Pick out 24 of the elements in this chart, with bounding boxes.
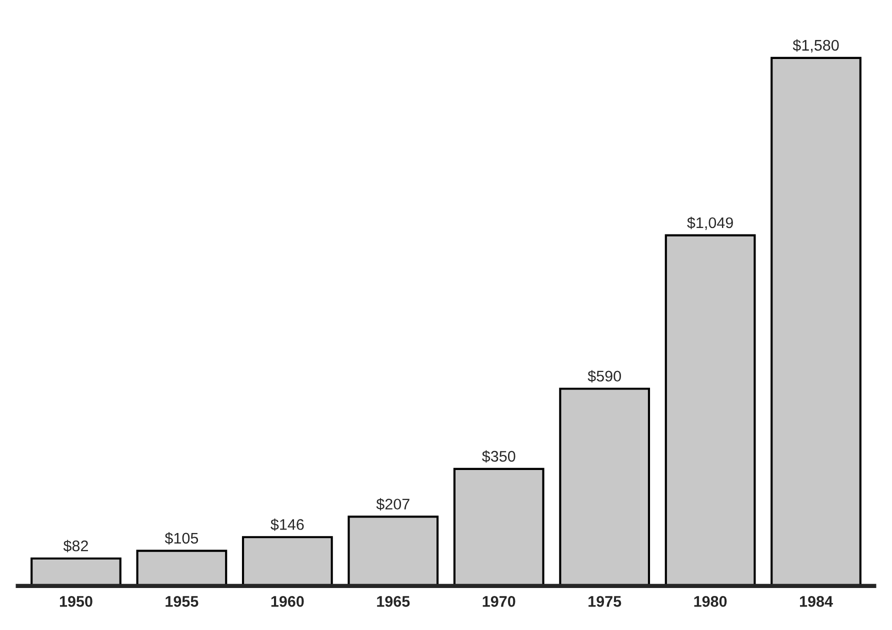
x-tick-label: 1960 [271,596,304,607]
data-label: $350 [482,450,516,463]
bar [770,56,862,586]
data-label: $590 [588,370,621,382]
bar [242,536,333,586]
bar [136,550,228,586]
x-tick-label: 1950 [60,596,92,607]
x-tick-label: 1980 [694,596,727,607]
data-label: $1,580 [792,39,839,53]
x-tick-label: 1965 [377,596,410,607]
bar [664,234,756,586]
bar [348,516,439,586]
x-tick-label: 1975 [588,596,622,607]
data-label: $1,049 [687,216,733,230]
data-label: $105 [164,532,198,545]
data-label: $82 [63,540,88,552]
data-label: $146 [270,518,304,531]
x-tick-label: 1984 [800,596,833,607]
x-tick-label: 1955 [166,596,198,607]
bar [30,557,122,586]
x-tick-label: 1970 [482,596,516,607]
bar [559,388,650,586]
data-label: $207 [376,498,410,510]
bar [453,468,544,586]
